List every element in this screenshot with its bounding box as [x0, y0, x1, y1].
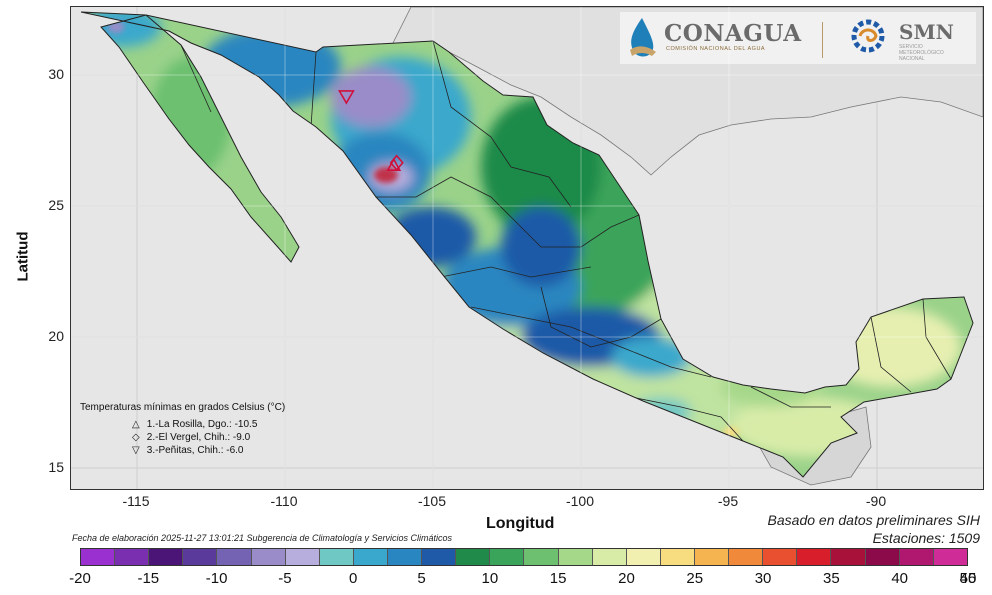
legend-item: ◇ 2.-El Vergel, Chih.: -9.0 [132, 431, 380, 444]
smn-wordmark: SMN [899, 20, 954, 44]
colorbar-tick-label: 50 [959, 570, 977, 587]
station-marker-triangle-up [386, 157, 402, 171]
colorbar-swatch [353, 549, 388, 565]
colorbar-swatch [217, 549, 252, 565]
colorbar-swatch [865, 549, 900, 565]
colorbar-swatch [422, 549, 457, 565]
colorbar-tick-label: 35 [823, 570, 840, 587]
colorbar-swatch [319, 549, 354, 565]
triangle-down-icon: ▽ [132, 445, 140, 456]
legend-item: ▽ 3.-Peñitas, Chih.: -6.0 [132, 444, 380, 457]
y-axis-title: Latitud [14, 231, 32, 282]
colorbar-tick-label: 40 [891, 570, 909, 587]
station-markers [337, 90, 404, 171]
y-tick-label: 30 [48, 66, 64, 82]
stations-count-text: Estaciones: 1509 [872, 530, 980, 546]
colorbar-swatch [285, 549, 320, 565]
colorbar-swatch [626, 549, 661, 565]
data-basis-text: Basado en datos preliminares SIH [767, 512, 980, 528]
colorbar-tick-label: -15 [137, 570, 160, 587]
y-tick-label: 25 [48, 197, 64, 213]
legend-item: △ 1.-La Rosilla, Dgo.: -10.5 [132, 418, 380, 431]
colorbar-tick-label: 0 [349, 570, 358, 587]
diamond-icon: ◇ [132, 432, 140, 443]
colorbar-tick-label: 15 [549, 570, 567, 587]
colorbar-swatch [490, 549, 525, 565]
colorbar-swatch [660, 549, 695, 565]
smn-logo-icon [851, 19, 885, 53]
colorbar-tick-label: 20 [618, 570, 635, 587]
colorbar-swatch [456, 549, 491, 565]
colorbar-swatch [933, 549, 967, 565]
legend-item-text: 1.-La Rosilla, Dgo.: -10.5 [146, 419, 258, 430]
conagua-subtitle: COMISIÓN NACIONAL DEL AGUA [666, 46, 766, 52]
temperature-colorbar [80, 548, 968, 566]
colorbar-tick-label: -20 [69, 570, 91, 587]
colorbar-swatch [899, 549, 934, 565]
colorbar-swatch [729, 549, 764, 565]
colorbar-swatch [251, 549, 286, 565]
triangle-up-icon: △ [132, 419, 140, 430]
colorbar-swatch [183, 549, 218, 565]
logo-banner [620, 12, 976, 64]
colorbar-swatch [831, 549, 866, 565]
colorbar-swatch [81, 549, 116, 565]
legend-title: Temperaturas mínimas en grados Celsius (… [80, 402, 286, 413]
colorbar-tick-label: 30 [754, 570, 772, 587]
station-marker-triangle-down [337, 90, 355, 105]
x-tick-label: -100 [565, 493, 595, 509]
y-tick-label: 15 [48, 459, 64, 475]
conagua-logo-icon [630, 18, 656, 57]
x-tick-label: -90 [865, 493, 887, 509]
colorbar-swatch [387, 549, 423, 565]
colorbar-swatch [763, 549, 798, 565]
x-tick-label: -110 [270, 493, 298, 509]
legend-item-text: 3.-Peñitas, Chih.: -6.0 [146, 445, 244, 456]
colorbar-swatch [592, 549, 627, 565]
station-legend: Temperaturas mínimas en grados Celsius (… [80, 402, 380, 457]
logo-divider [822, 22, 823, 58]
colorbar-swatch [558, 549, 593, 565]
colorbar-tick-label: 45 [959, 570, 977, 587]
colorbar-swatch [115, 549, 150, 565]
colorbar-tick-label: 10 [481, 570, 499, 587]
colorbar-tick-label: 5 [417, 570, 426, 587]
x-tick-label: -115 [122, 493, 150, 509]
colorbar-tick-label: -10 [205, 570, 228, 587]
station-marker-diamond [389, 154, 404, 171]
x-tick-label: -95 [717, 493, 739, 509]
smn-subtitle: SERVICIO METEOROLÓGICO NACIONAL [899, 44, 944, 62]
conagua-wordmark: CONAGUA [664, 20, 802, 47]
x-axis-title: Longitud [486, 515, 555, 532]
y-tick-label: 20 [48, 328, 64, 344]
map-panel [70, 6, 984, 490]
elaboration-note: Fecha de elaboración 2025-11-27 13:01:21… [72, 533, 453, 543]
colorbar-swatch [694, 549, 730, 565]
legend-item-text: 2.-El Vergel, Chih.: -9.0 [146, 432, 251, 443]
colorbar-tick-label: 25 [686, 570, 704, 587]
colorbar-swatch [149, 549, 184, 565]
colorbar-swatch [797, 549, 832, 565]
colorbar-tick-label: -5 [278, 570, 292, 587]
x-tick-label: -105 [417, 493, 447, 509]
temperature-map [71, 7, 983, 489]
colorbar-swatch [524, 549, 559, 565]
